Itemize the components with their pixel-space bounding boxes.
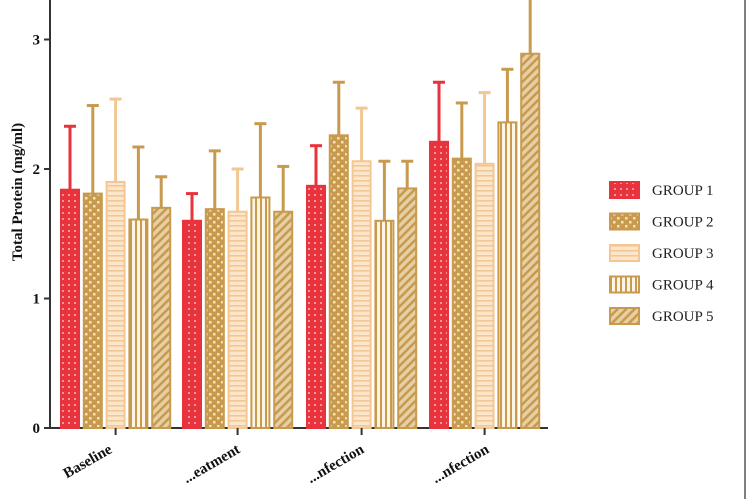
bar-group-4: [497, 121, 518, 429]
bar-group-5: [397, 187, 418, 429]
bar-group-1: [182, 219, 202, 429]
x-category-label: Baseline: [61, 441, 115, 482]
legend-swatch: [609, 244, 640, 262]
bar-group-1: [60, 188, 80, 429]
x-category-label: ...eatment: [181, 442, 243, 487]
bar-group-2: [82, 192, 103, 429]
legend-swatch: [609, 181, 640, 199]
x-category-labels: Baseline ...eatment ...nfection ...nfection: [61, 441, 493, 487]
legend-swatch: [609, 275, 640, 294]
legend-swatch: [609, 212, 640, 231]
bar-group-3: [351, 160, 372, 429]
bar-group-2: [328, 134, 349, 430]
y-ticks: 0 1 2 3: [33, 33, 50, 437]
bar-group-3: [474, 162, 495, 429]
x-category-label: ...nfection: [305, 441, 368, 487]
y-tick-label: 3: [33, 33, 41, 49]
legend-label: GROUP 1: [652, 183, 714, 199]
legend: GROUP 1 GROUP 2 GROUP 3 GROUP 4 GROUP 5: [609, 181, 714, 325]
bar-group-5: [520, 52, 541, 430]
y-tick-label: 0: [33, 421, 41, 437]
bar-group-2: [451, 157, 472, 429]
bar-group-3: [105, 180, 126, 429]
legend-label: GROUP 3: [652, 246, 714, 262]
y-axis-label: Total Protein (mg/ml): [10, 123, 26, 261]
y-tick-label: 1: [33, 292, 41, 308]
bar-group-1: [306, 184, 326, 429]
bar-group-5: [273, 210, 294, 429]
bars: [60, 0, 541, 435]
bar-group-4: [374, 219, 395, 429]
y-tick-label: 2: [33, 162, 41, 178]
bar-group-3: [227, 210, 248, 429]
legend-label: GROUP 2: [652, 215, 714, 231]
legend-label: GROUP 4: [652, 278, 714, 294]
bar-group-5: [151, 206, 172, 429]
bar-group-4: [128, 218, 149, 429]
legend-swatch: [609, 307, 640, 325]
bar-group-4: [250, 196, 271, 429]
bar-group-2: [204, 208, 225, 429]
x-category-label: ...nfection: [430, 441, 493, 487]
bar-group-1: [429, 140, 449, 429]
legend-label: GROUP 5: [652, 309, 714, 325]
